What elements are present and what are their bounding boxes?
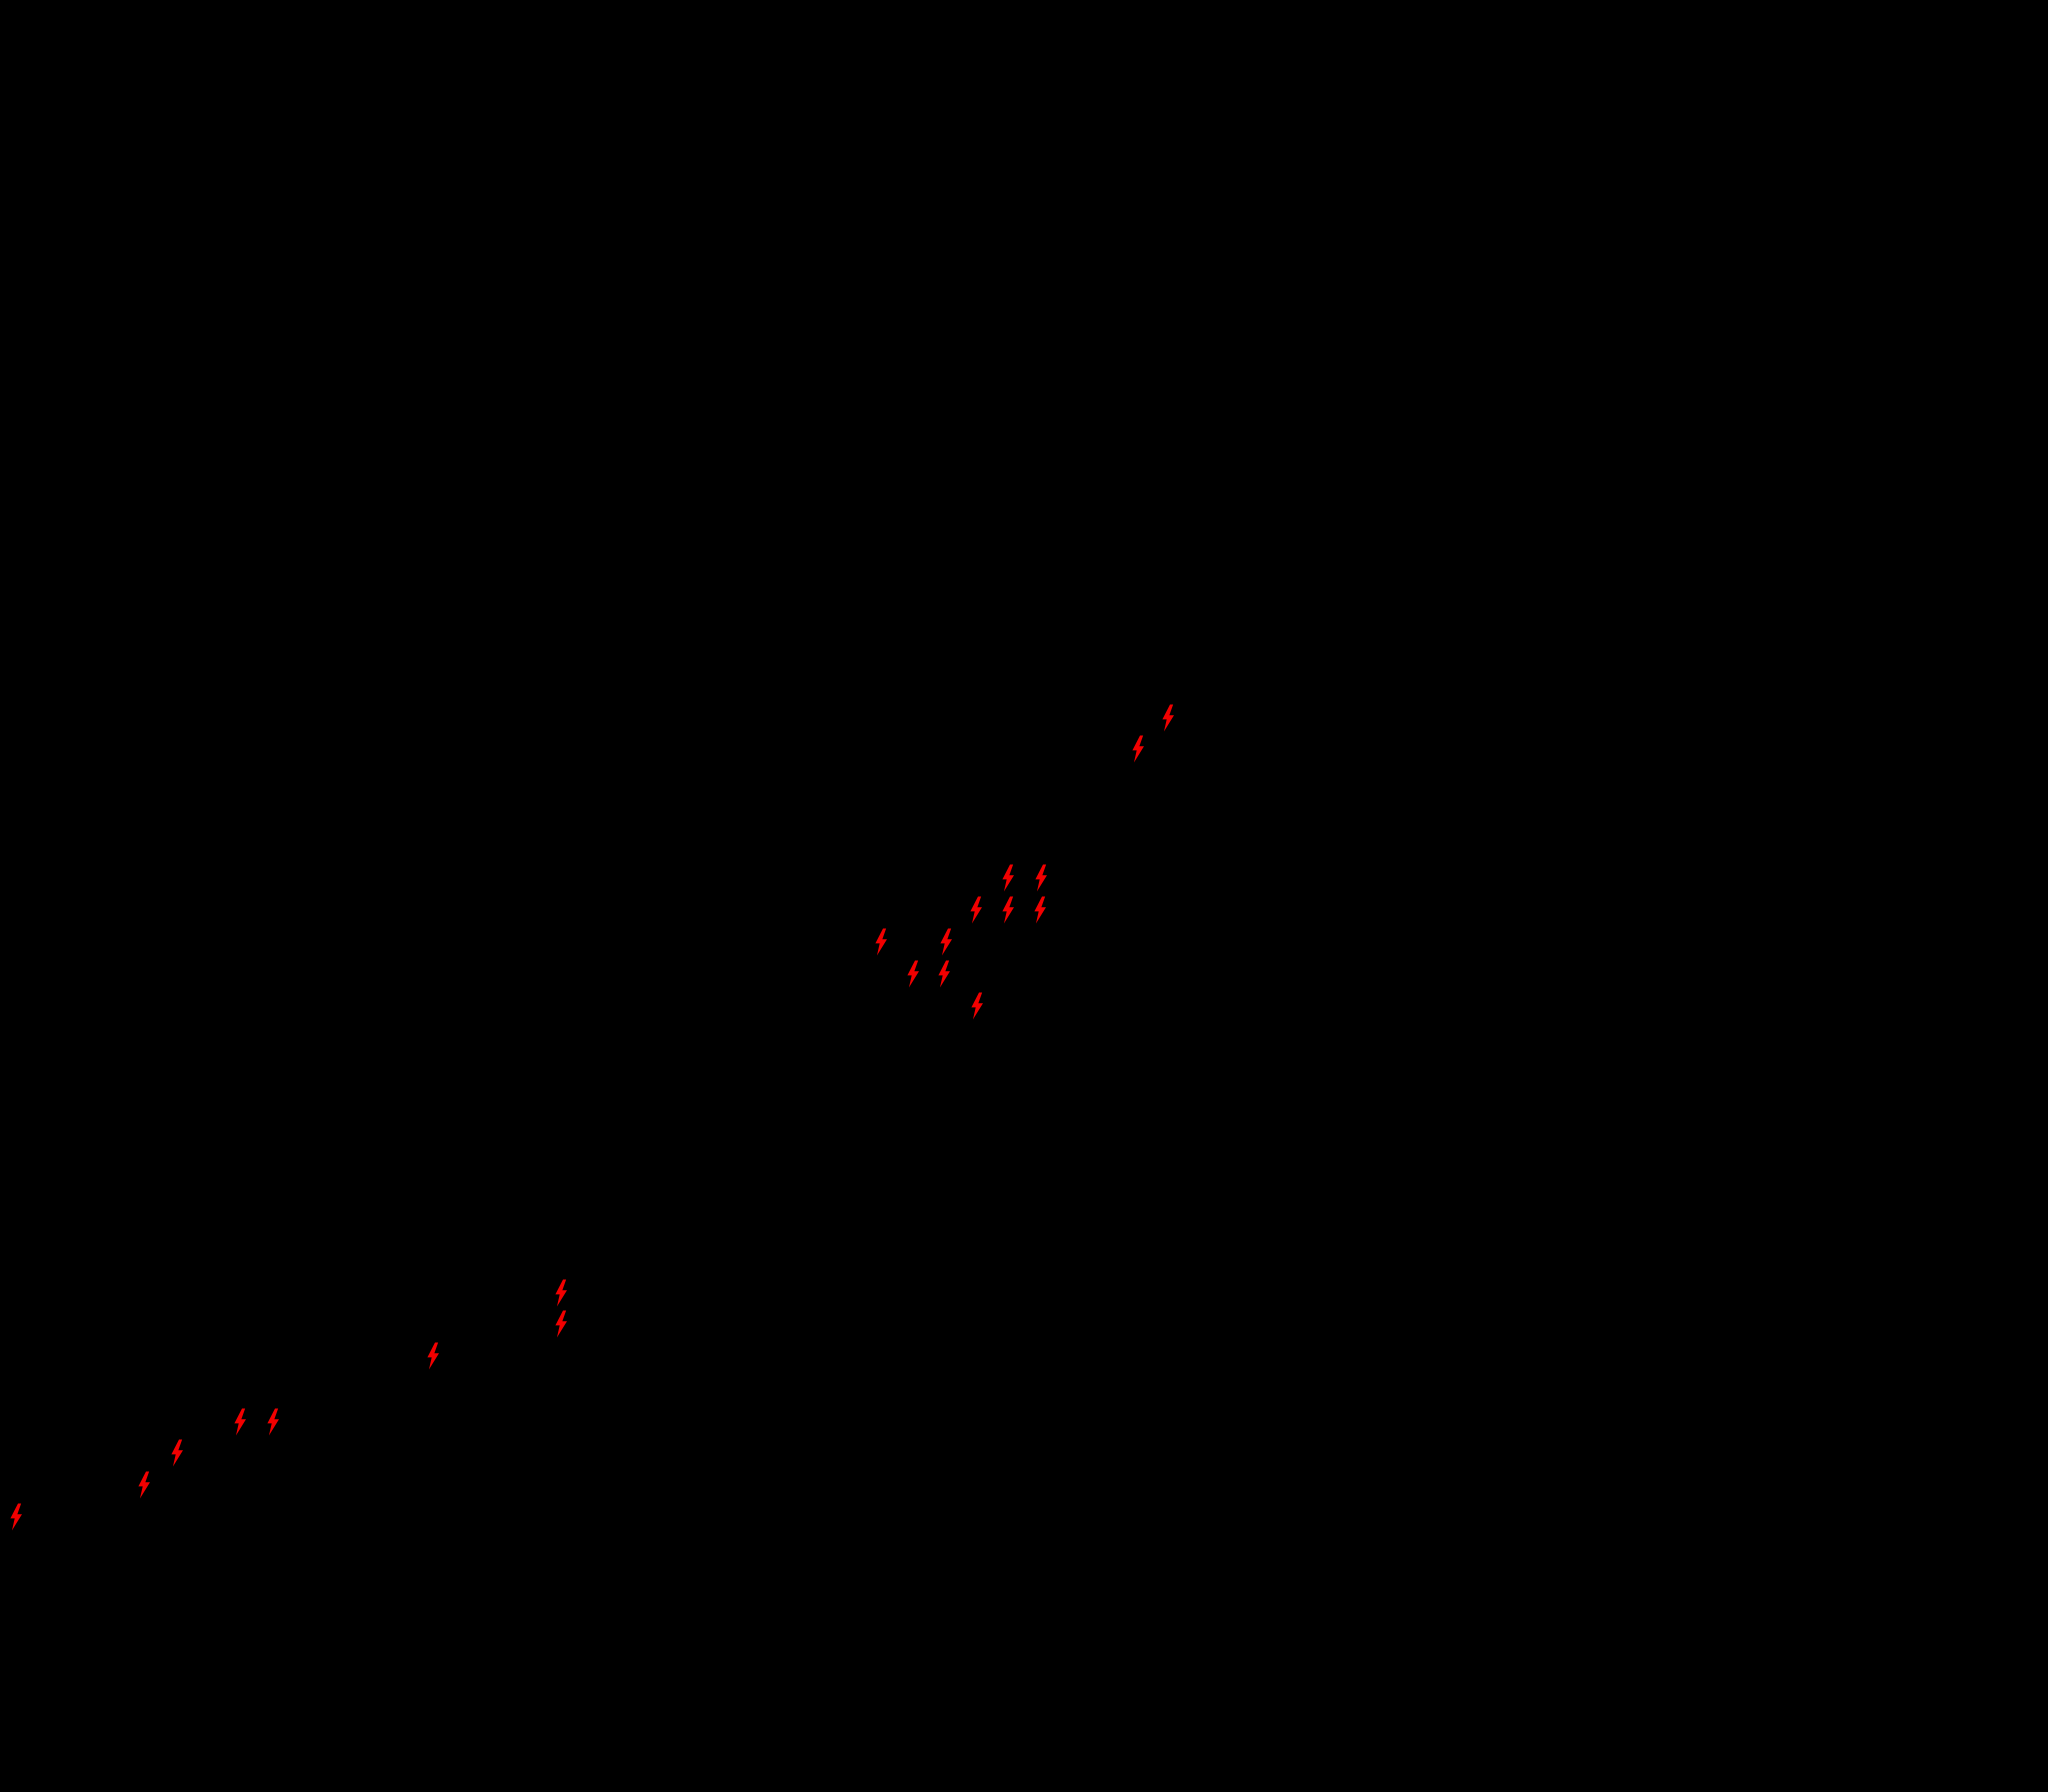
lightning-bolt-icon[interactable]: [135, 1471, 153, 1499]
lightning-bolt-icon[interactable]: [552, 1279, 570, 1307]
lightning-bolt-icon[interactable]: [904, 960, 922, 988]
lightning-bolt-icon[interactable]: [424, 1342, 442, 1370]
lightning-bolt-icon[interactable]: [872, 928, 890, 956]
lightning-bolt-icon[interactable]: [999, 896, 1017, 924]
lightning-bolt-icon[interactable]: [1031, 896, 1049, 924]
lightning-bolt-icon[interactable]: [999, 864, 1017, 892]
lightning-bolt-icon[interactable]: [231, 1408, 249, 1436]
lightning-bolt-icon[interactable]: [168, 1439, 186, 1467]
lightning-bolt-icon[interactable]: [937, 928, 955, 956]
lightning-bolt-icon[interactable]: [935, 960, 953, 988]
lightning-bolt-icon[interactable]: [264, 1408, 282, 1436]
lightning-bolt-icon[interactable]: [968, 992, 986, 1020]
lightning-bolt-icon[interactable]: [1032, 864, 1050, 892]
lightning-bolt-icon[interactable]: [967, 896, 985, 924]
lightning-bolt-icon[interactable]: [1159, 704, 1177, 732]
lightning-bolt-icon[interactable]: [7, 1503, 25, 1531]
lightning-bolt-icon[interactable]: [1129, 735, 1147, 763]
lightning-bolt-icon[interactable]: [552, 1310, 570, 1338]
